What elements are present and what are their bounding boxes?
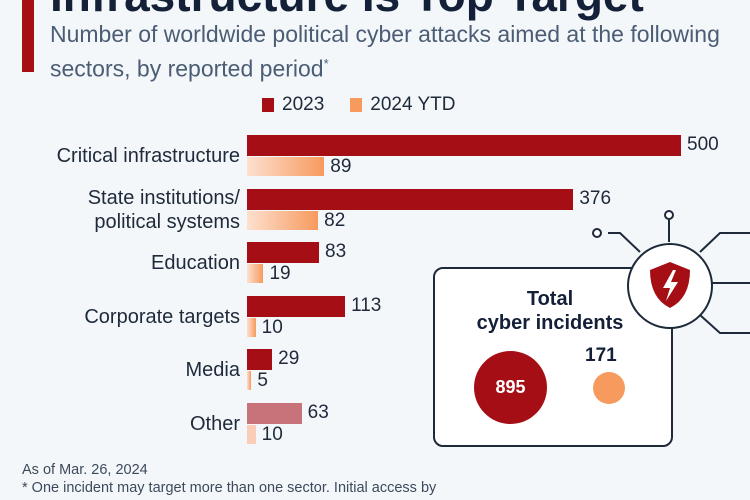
data-label: 10 (261, 423, 283, 445)
legend-swatch (350, 98, 363, 112)
title-accent-bar (22, 0, 34, 72)
bar-2023 (247, 242, 320, 263)
data-label: 89 (330, 156, 352, 177)
footer-date: As of Mar. 26, 2024 (22, 462, 148, 478)
data-label: 83 (325, 241, 347, 262)
legend: 2023 2024 YTD (262, 94, 455, 116)
category-label: State institutions/ political systems (87, 186, 240, 233)
category-label: Education (151, 252, 240, 274)
data-label: 113 (351, 294, 382, 316)
footer: As of Mar. 26, 2024 * One incident may t… (22, 461, 436, 497)
bar-2023 (247, 135, 681, 156)
category-label: Media (185, 359, 240, 381)
category-label: Critical infrastructure (56, 145, 240, 167)
data-label: 376 (579, 187, 612, 209)
total-2023-value: 895 (495, 377, 526, 397)
bar-2024 (247, 317, 256, 337)
data-label: 10 (261, 316, 283, 338)
bar-2023 (247, 188, 574, 210)
bar-2024 (247, 371, 252, 390)
footer-note: * One incident may target more than one … (22, 480, 437, 496)
data-label: 63 (307, 401, 329, 423)
legend-item-2023: 2023 (262, 94, 324, 116)
total-2024-value: 171 (585, 345, 617, 366)
data-label: 19 (269, 263, 291, 284)
bar-2024 (247, 210, 319, 230)
bar-2024 (247, 264, 264, 283)
bar-2023 (247, 295, 346, 317)
bar-2023 (247, 349, 273, 370)
data-label: 5 (257, 370, 268, 391)
legend-label: 2023 (282, 94, 325, 115)
bar-2023 (247, 402, 302, 424)
total-2023-circle: 895 (474, 351, 547, 424)
bar-2024 (247, 157, 325, 176)
chart-title: Infrastructure Is Top Target (50, 0, 644, 22)
data-label: 500 (687, 134, 719, 155)
footnote-mark: * (323, 56, 329, 71)
chart-subtitle: Number of worldwide political cyber atta… (50, 20, 750, 84)
shield-lightning-icon (627, 243, 713, 329)
totals-label: Total cyber incidents (476, 288, 624, 334)
data-label: 82 (324, 209, 346, 231)
bar-2024 (247, 424, 256, 444)
legend-swatch (262, 98, 274, 112)
category-label: Corporate targets (84, 305, 240, 328)
legend-item-2024: 2024 YTD (350, 94, 455, 116)
legend-label: 2024 YTD (370, 94, 456, 115)
category-label: Other (189, 412, 240, 435)
total-2024-circle (593, 372, 625, 404)
subtitle-text: Number of worldwide political cyber atta… (50, 21, 720, 82)
data-label: 29 (278, 348, 300, 369)
